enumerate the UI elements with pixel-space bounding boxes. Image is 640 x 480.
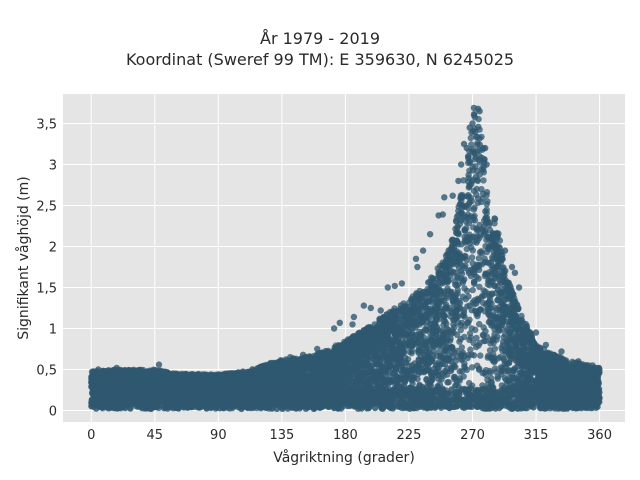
data-point: [468, 254, 476, 261]
data-point: [482, 288, 489, 295]
data-point: [480, 324, 487, 331]
data-point: [443, 294, 451, 301]
data-point: [388, 377, 395, 384]
data-point: [427, 370, 435, 377]
data-point: [467, 346, 474, 353]
data-point: [480, 177, 487, 184]
data-point: [472, 154, 479, 161]
data-point: [476, 320, 483, 328]
data-point: [457, 326, 464, 334]
data-point: [458, 344, 465, 351]
data-points: [88, 104, 603, 413]
data-point: [397, 342, 404, 349]
data-point: [475, 123, 482, 130]
data-point: [429, 375, 436, 383]
chart-title-line2: Koordinat (Sweref 99 TM): E 359630, N 62…: [125, 50, 515, 69]
data-point: [470, 187, 478, 195]
chart-title-line1: År 1979 - 2019: [260, 29, 380, 48]
data-point: [484, 198, 491, 205]
data-point: [520, 339, 527, 346]
data-point: [504, 282, 511, 289]
data-point: [465, 205, 472, 212]
data-point: [468, 364, 476, 371]
data-point: [484, 376, 491, 383]
data-point: [487, 277, 495, 285]
data-point: [469, 286, 476, 294]
data-point: [480, 337, 488, 345]
data-point: [424, 380, 432, 387]
data-point: [465, 269, 473, 277]
data-point: [415, 343, 423, 350]
data-point: [476, 283, 483, 291]
data-point: [467, 134, 474, 142]
data-point: [479, 299, 487, 307]
data-point: [473, 334, 480, 342]
chart-title: År 1979 - 2019 Koordinat (Sweref 99 TM):…: [0, 28, 640, 70]
data-point: [435, 371, 442, 379]
data-point: [460, 177, 467, 184]
data-point: [456, 375, 464, 382]
data-point: [474, 199, 482, 206]
data-point: [461, 313, 468, 320]
data-point: [408, 350, 415, 357]
data-point: [502, 331, 509, 338]
data-point: [486, 226, 494, 234]
